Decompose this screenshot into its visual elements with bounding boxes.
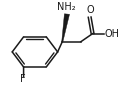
Polygon shape [62,14,70,42]
Text: NH₂: NH₂ [57,2,76,12]
Text: OH: OH [105,29,120,39]
Text: O: O [86,5,94,15]
Text: F: F [20,74,25,84]
